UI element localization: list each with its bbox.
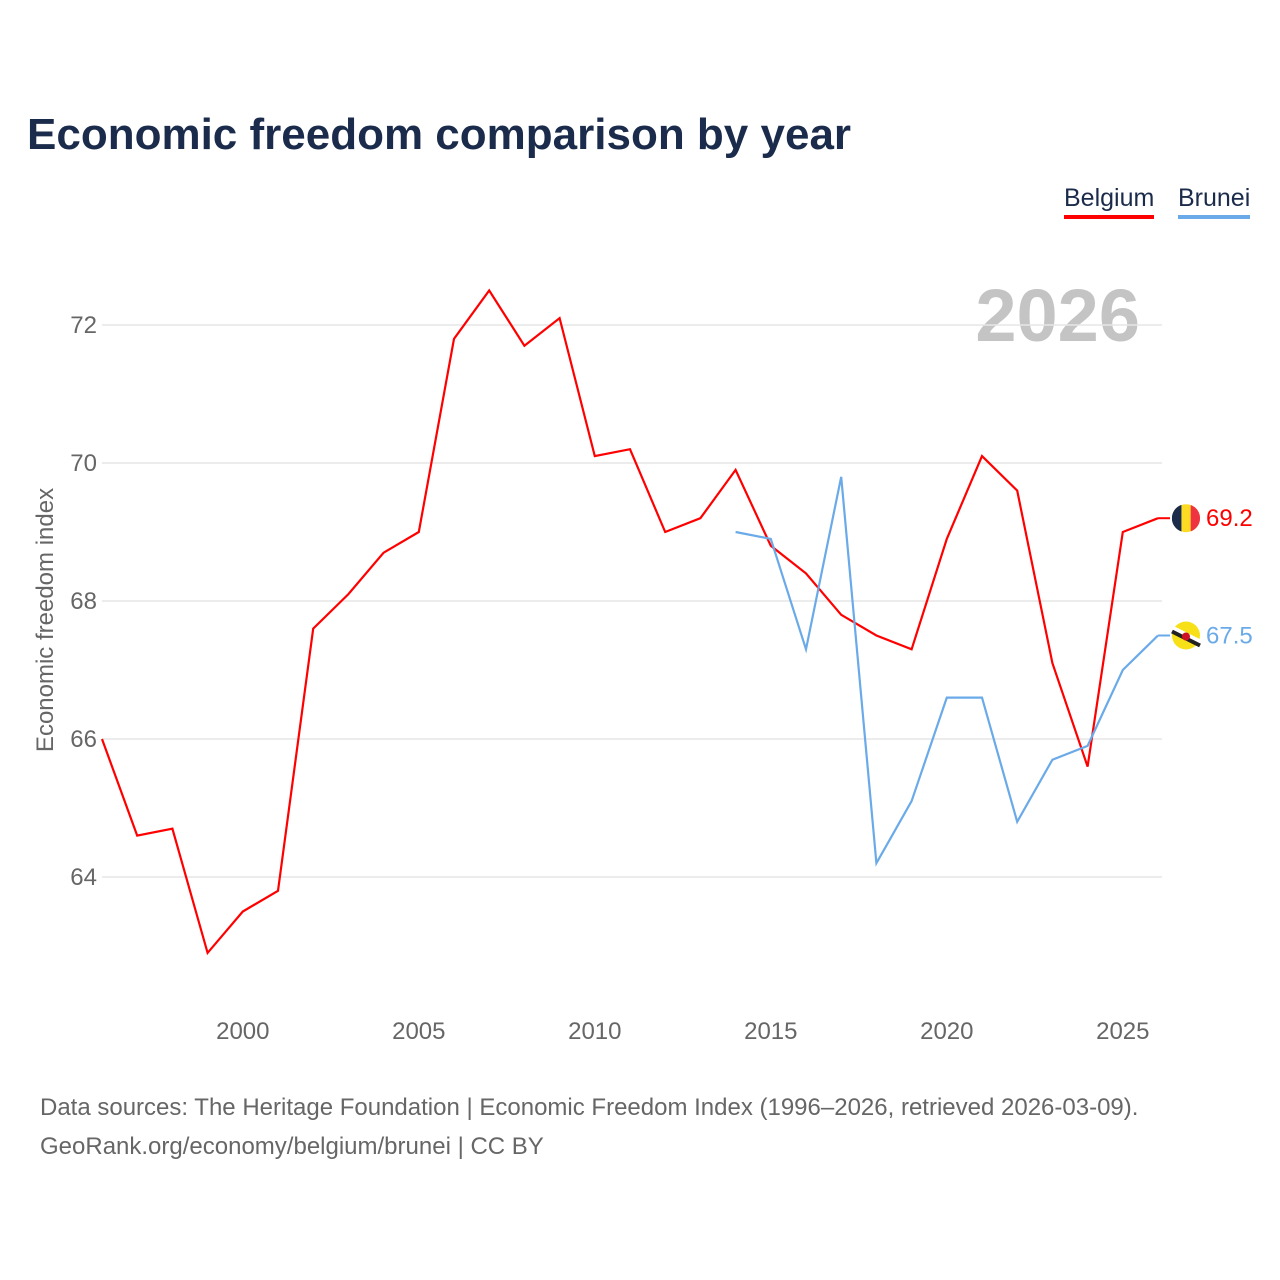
end-value-label: 69.2 <box>1206 505 1253 532</box>
current-year-label: 2026 <box>975 274 1140 357</box>
end-value-label: 67.5 <box>1206 623 1253 650</box>
x-tick-label: 2010 <box>568 1018 621 1045</box>
x-tick-label: 2005 <box>392 1018 445 1045</box>
x-tick-label: 2015 <box>744 1018 797 1045</box>
y-axis-label: Economic freedom index <box>32 488 59 752</box>
chart-title: Economic freedom comparison by year <box>27 110 852 159</box>
y-tick-label: 64 <box>70 864 97 891</box>
y-tick-label: 72 <box>70 312 97 339</box>
series-line-belgium <box>100 288 1159 956</box>
legend-brunei[interactable]: Brunei <box>1178 184 1251 219</box>
y-tick-label: 68 <box>70 588 97 615</box>
x-tick-label: 2025 <box>1096 1018 1149 1045</box>
brunei-flag-icon <box>1170 621 1202 650</box>
source-line-1: Data sources: The Heritage Foundation | … <box>40 1094 1139 1121</box>
x-tick-label: 2000 <box>216 1018 269 1045</box>
y-tick-label: 66 <box>70 726 97 753</box>
x-tick-label: 2020 <box>920 1018 973 1045</box>
legend-belgium[interactable]: Belgium <box>1064 184 1155 219</box>
source-note: Data sources: The Heritage Foundation | … <box>40 1088 1138 1166</box>
belgium-flag-icon <box>1171 504 1201 533</box>
series-line-brunei <box>735 476 1159 867</box>
source-line-2: GeoRank.org/economy/belgium/brunei | CC … <box>40 1133 544 1160</box>
y-tick-label: 70 <box>70 450 97 477</box>
